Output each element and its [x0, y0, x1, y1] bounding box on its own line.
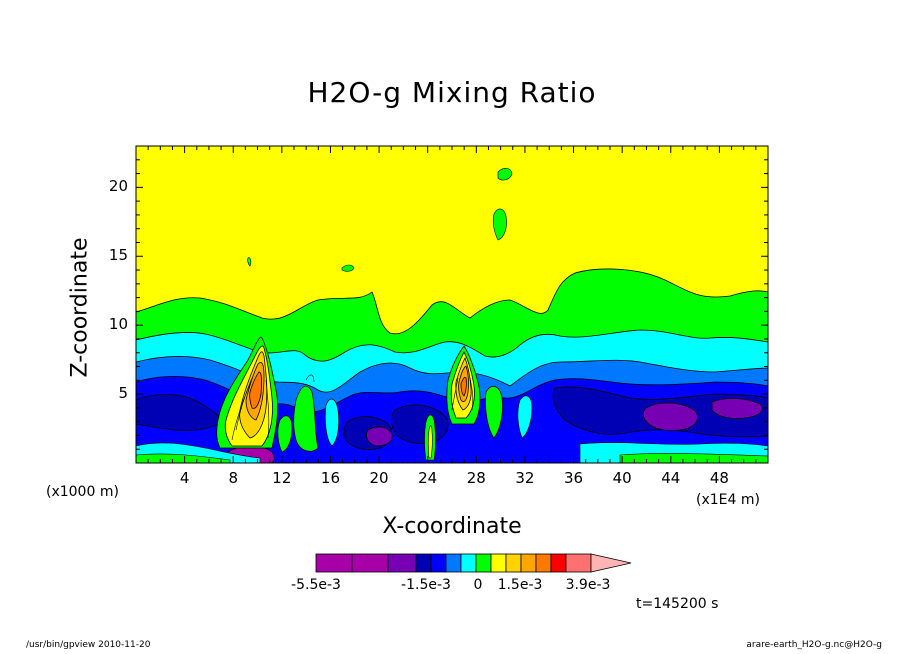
- colorbar-swatch: [387, 553, 417, 573]
- x-tick-label: 24: [418, 469, 438, 487]
- colorbar-swatch: [475, 553, 492, 573]
- y-tick-label: 5: [118, 384, 128, 403]
- colorbar-swatch: [550, 553, 567, 573]
- colorbar-swatch: [460, 553, 477, 573]
- colorbar-extension: [590, 553, 632, 573]
- colorbar: [315, 553, 632, 573]
- colorbar-swatch: [565, 553, 592, 573]
- y-tick-label: 10: [108, 315, 128, 334]
- x-tick-label: 40: [612, 469, 632, 487]
- colorbar-swatch: [520, 553, 537, 573]
- colorbar-label: 0: [473, 577, 483, 593]
- axis-ticks: [135, 145, 769, 464]
- y-tick-label: 15: [108, 246, 128, 265]
- colorbar-label: -5.5e-3: [291, 577, 341, 593]
- colorbar-swatch: [430, 553, 447, 573]
- time-label: t=145200 s: [636, 596, 719, 612]
- x-tick-label: 36: [563, 469, 584, 487]
- x-tick-label: 4: [179, 469, 190, 487]
- footer-left: /usr/bin/gpview 2010-11-20: [26, 640, 151, 650]
- y-tick-label: 20: [108, 177, 128, 196]
- colorbar-swatch: [415, 553, 432, 573]
- purple-region: [642, 402, 698, 431]
- x-tick-label: 48: [709, 469, 729, 487]
- colorbar-swatch: [445, 553, 462, 573]
- chart-title: H2O-g Mixing Ratio: [307, 76, 597, 109]
- x-tick-label: 32: [515, 469, 535, 487]
- footer-right: arare-earth_H2O-g.nc@H2O-g: [746, 640, 882, 650]
- x-tick-label: 8: [228, 469, 238, 487]
- x-tick-label: 44: [661, 469, 681, 487]
- colorbar-swatch: [351, 553, 389, 573]
- x-tick-label: 16: [320, 469, 340, 487]
- colorbar-label: 3.9e-3: [565, 577, 611, 593]
- y-axis-label: Z-coordinate: [67, 237, 93, 378]
- colorbar-label: -1.5e-3: [401, 577, 451, 593]
- x-scale-label: (x1E4 m): [696, 492, 760, 508]
- colorbar-label: 1.5e-3: [497, 577, 543, 593]
- x-unit-label: (x1000 m): [46, 484, 119, 500]
- x-tick-label: 28: [466, 469, 486, 487]
- colorbar-swatch: [535, 553, 552, 573]
- x-tick-label: 20: [369, 469, 389, 487]
- x-axis-label: X-coordinate: [382, 514, 522, 539]
- colorbar-swatch: [490, 553, 507, 573]
- contour-field: [136, 146, 768, 463]
- colorbar-swatch: [505, 553, 522, 573]
- colorbar-swatch: [315, 553, 353, 573]
- x-tick-label: 12: [272, 469, 292, 487]
